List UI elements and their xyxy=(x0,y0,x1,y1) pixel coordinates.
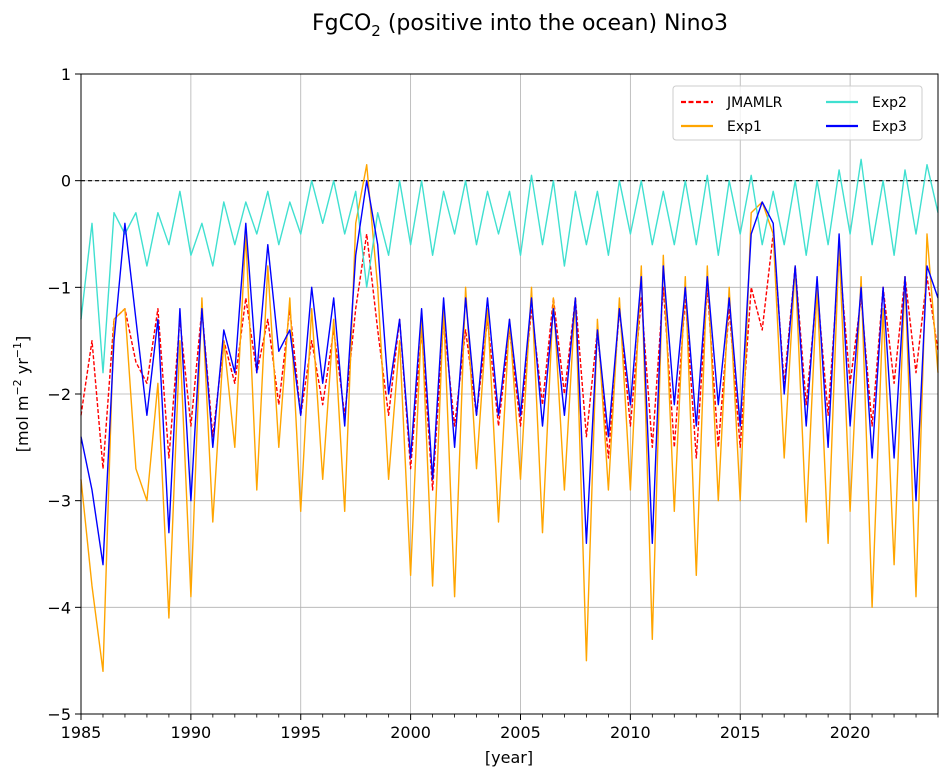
legend-label-exp3: Exp3 xyxy=(872,119,907,135)
y-axis-label-exp-2: −1 xyxy=(11,342,24,358)
x-tick-label: 2015 xyxy=(720,723,761,742)
x-tick-label: 2020 xyxy=(830,723,871,742)
y-tick-label: 1 xyxy=(61,65,71,84)
legend: JMAMLR Exp1 Exp2 Exp3 xyxy=(672,85,923,141)
y-tick-label: −1 xyxy=(47,278,71,297)
chart-title-subscript: 2 xyxy=(371,22,381,40)
y-axis-label-part-2: yr xyxy=(13,358,32,380)
x-axis-label: [year] xyxy=(485,748,533,767)
y-tick-label: −5 xyxy=(47,705,71,724)
y-tick-label: −4 xyxy=(47,598,71,617)
x-tick-label: 1995 xyxy=(280,723,321,742)
x-tick-label: 2000 xyxy=(390,723,431,742)
legend-label-exp2: Exp2 xyxy=(872,95,907,111)
legend-label-exp1: Exp1 xyxy=(727,119,762,135)
series-lines xyxy=(80,158,939,672)
y-axis-ticks: −5 −4 −3 −2 −1 0 1 xyxy=(47,65,81,724)
x-tick-label: 1985 xyxy=(61,723,102,742)
y-axis-label-part-3: ] xyxy=(13,336,32,342)
y-axis-label-part-1: [mol m xyxy=(13,396,32,453)
x-tick-label: 1990 xyxy=(171,723,212,742)
chart-title-rest: (positive into the ocean) Nino3 xyxy=(381,11,728,36)
x-tick-label: 2005 xyxy=(500,723,541,742)
legend-box xyxy=(672,85,923,141)
y-tick-label: −3 xyxy=(47,492,71,511)
chart-title: FgCO2 (positive into the ocean) Nino3 xyxy=(312,11,728,40)
x-tick-label: 2010 xyxy=(610,723,651,742)
series-line-exp3 xyxy=(80,180,939,566)
legend-label-jmamlr: JMAMLR xyxy=(726,95,783,111)
series-line-exp2 xyxy=(80,158,939,374)
y-axis-label-exp-1: −2 xyxy=(11,379,24,395)
y-axis-label: [mol m−2 yr−1] xyxy=(11,336,32,453)
y-tick-label: 0 xyxy=(61,172,71,191)
x-axis-ticks: 1985 1990 1995 2000 2005 2010 2015 2020 xyxy=(61,714,939,742)
y-tick-label: −2 xyxy=(47,385,71,404)
chart-title-main: FgCO xyxy=(312,11,371,36)
